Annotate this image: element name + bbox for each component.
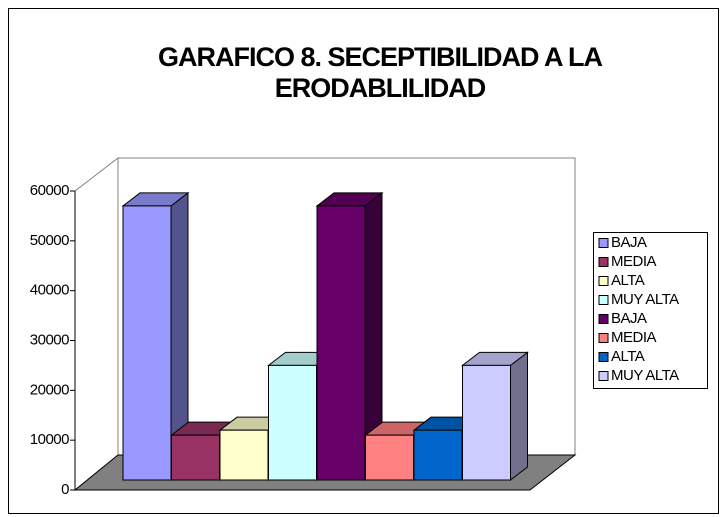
- legend-swatch: [598, 238, 609, 248]
- legend: [593, 232, 708, 389]
- bar-side: [510, 351, 528, 482]
- legend-label: MUY ALTA: [611, 367, 679, 384]
- legend-label: MEDIA: [611, 253, 657, 270]
- legend-label: ALTA: [611, 348, 645, 365]
- legend-swatch: [598, 295, 609, 305]
- legend-swatch: [598, 333, 609, 343]
- y-tick-label: 60000: [30, 182, 69, 199]
- bar: [365, 434, 414, 481]
- bar: [462, 364, 511, 481]
- bar: [316, 205, 366, 481]
- legend-swatch: [598, 314, 609, 324]
- legend-swatch: [598, 352, 609, 362]
- legend-label: MEDIA: [611, 329, 657, 346]
- bar: [219, 429, 269, 481]
- legend-label: BAJA: [611, 234, 647, 251]
- bar: [268, 364, 317, 481]
- legend-swatch: [598, 257, 609, 267]
- y-tick-label: 20000: [30, 381, 69, 398]
- legend-label: BAJA: [611, 310, 647, 327]
- bar: [171, 434, 220, 481]
- bar: [413, 429, 463, 481]
- y-tick-label: 0: [61, 481, 69, 498]
- legend-swatch: [598, 276, 609, 286]
- y-tick-label: 10000: [30, 431, 69, 448]
- side-wall: [74, 156, 119, 492]
- bar: [122, 205, 172, 481]
- legend-label: ALTA: [611, 272, 645, 289]
- legend-swatch: [598, 371, 609, 381]
- y-tick-label: 50000: [30, 232, 69, 249]
- chart-title: GARAFICO 8. SECEPTIBILIDAD A LA ERODABLI…: [157, 42, 603, 103]
- y-tick-label: 30000: [30, 331, 69, 348]
- legend-label: MUY ALTA: [611, 291, 679, 308]
- y-tick-label: 40000: [30, 282, 69, 299]
